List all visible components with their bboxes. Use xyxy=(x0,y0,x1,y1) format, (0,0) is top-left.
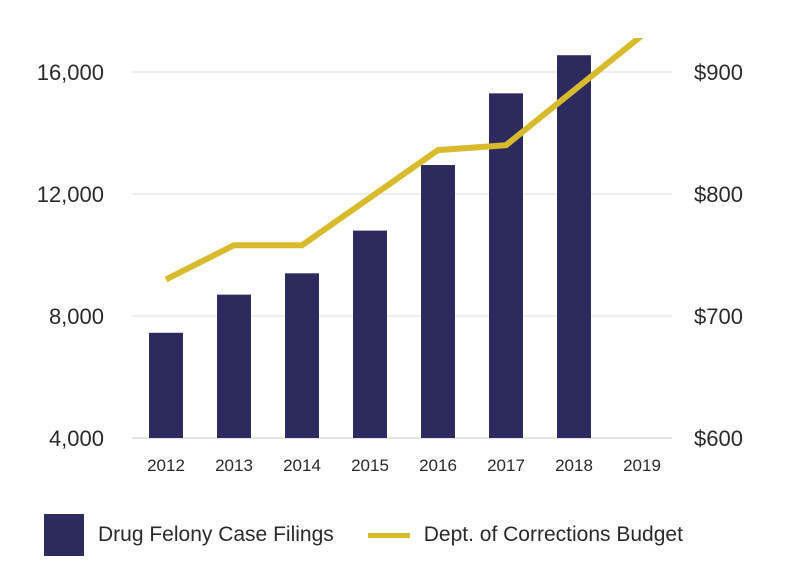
y-axis-left: 4,000 8,000 12,000 16,000 xyxy=(37,60,104,451)
legend-label-filings: Drug Felony Case Filings xyxy=(98,523,334,546)
legend: Drug Felony Case Filings Dept. of Correc… xyxy=(44,512,794,558)
x-tick-label: 2012 xyxy=(147,456,185,475)
y-left-tick-label: 16,000 xyxy=(37,60,104,85)
legend-item-budget: Dept. of Corrections Budget xyxy=(367,523,683,547)
x-tick-label: 2016 xyxy=(419,456,457,475)
x-axis: 2012 2013 2014 2015 2016 2017 2018 2019 xyxy=(147,456,661,475)
x-tick-label: 2014 xyxy=(283,456,321,475)
y-right-tick-label: $800 xyxy=(694,182,743,207)
legend-swatch-bar xyxy=(44,514,84,556)
line-series xyxy=(164,38,644,283)
legend-item-filings: Drug Felony Case Filings xyxy=(44,514,334,556)
y-right-tick-label: $900 xyxy=(694,60,743,85)
x-tick-label: 2019 xyxy=(623,456,661,475)
bar-2017 xyxy=(489,93,523,438)
bar-series xyxy=(149,55,591,438)
x-tick-label: 2013 xyxy=(215,456,253,475)
x-tick-label: 2015 xyxy=(351,456,389,475)
legend-label-budget: Dept. of Corrections Budget xyxy=(423,523,683,546)
bar-2014 xyxy=(285,273,319,438)
bar-2012 xyxy=(149,332,183,438)
y-left-tick-label: 12,000 xyxy=(37,182,104,207)
x-tick-label: 2018 xyxy=(555,456,593,475)
bar-2013 xyxy=(217,294,251,438)
y-left-tick-label: 8,000 xyxy=(49,304,104,329)
y-right-tick-label: $600 xyxy=(694,426,743,451)
x-tick-label: 2017 xyxy=(487,456,525,475)
budget-line xyxy=(164,38,644,283)
y-axis-right: $600 $700 $800 $900 xyxy=(694,60,743,451)
legend-swatch-line xyxy=(367,532,410,538)
bar-2016 xyxy=(421,165,455,438)
y-right-tick-label: $700 xyxy=(694,304,743,329)
bar-2018 xyxy=(557,55,591,438)
bar-2015 xyxy=(353,230,387,438)
y-left-tick-label: 4,000 xyxy=(49,426,104,451)
